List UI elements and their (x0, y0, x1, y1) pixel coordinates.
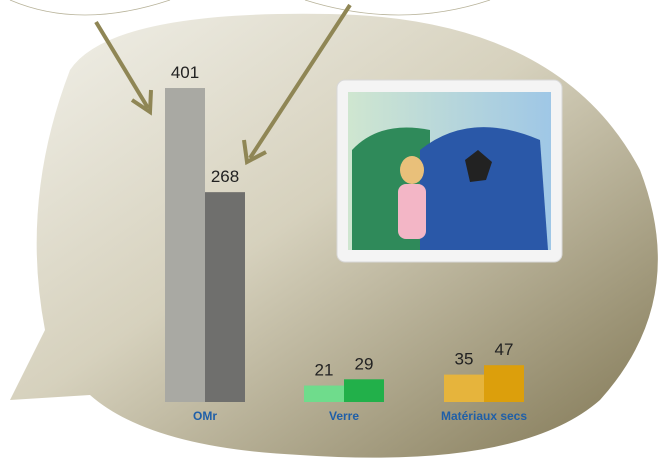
value-label: 401 (171, 63, 199, 82)
value-label: 268 (211, 167, 239, 186)
category-label: Matériaux secs (441, 409, 527, 423)
bubble-top (9, 0, 171, 16)
value-label: 47 (495, 340, 514, 359)
value-label: 29 (355, 354, 374, 373)
plot: 401 268 OMr 21 29 Verre 35 47 Matériaux secs (165, 63, 527, 423)
bar (304, 385, 344, 402)
arrows (94, 3, 352, 166)
photo (336, 79, 563, 263)
bar (205, 192, 245, 402)
bar (484, 365, 524, 402)
value-label: 21 (315, 361, 334, 380)
bar (344, 379, 384, 402)
bubble-top (304, 0, 491, 16)
category-label: OMr (193, 409, 217, 423)
bar (165, 88, 205, 402)
value-label: 35 (455, 350, 474, 369)
bar (444, 374, 484, 402)
category-label: Verre (329, 409, 359, 423)
